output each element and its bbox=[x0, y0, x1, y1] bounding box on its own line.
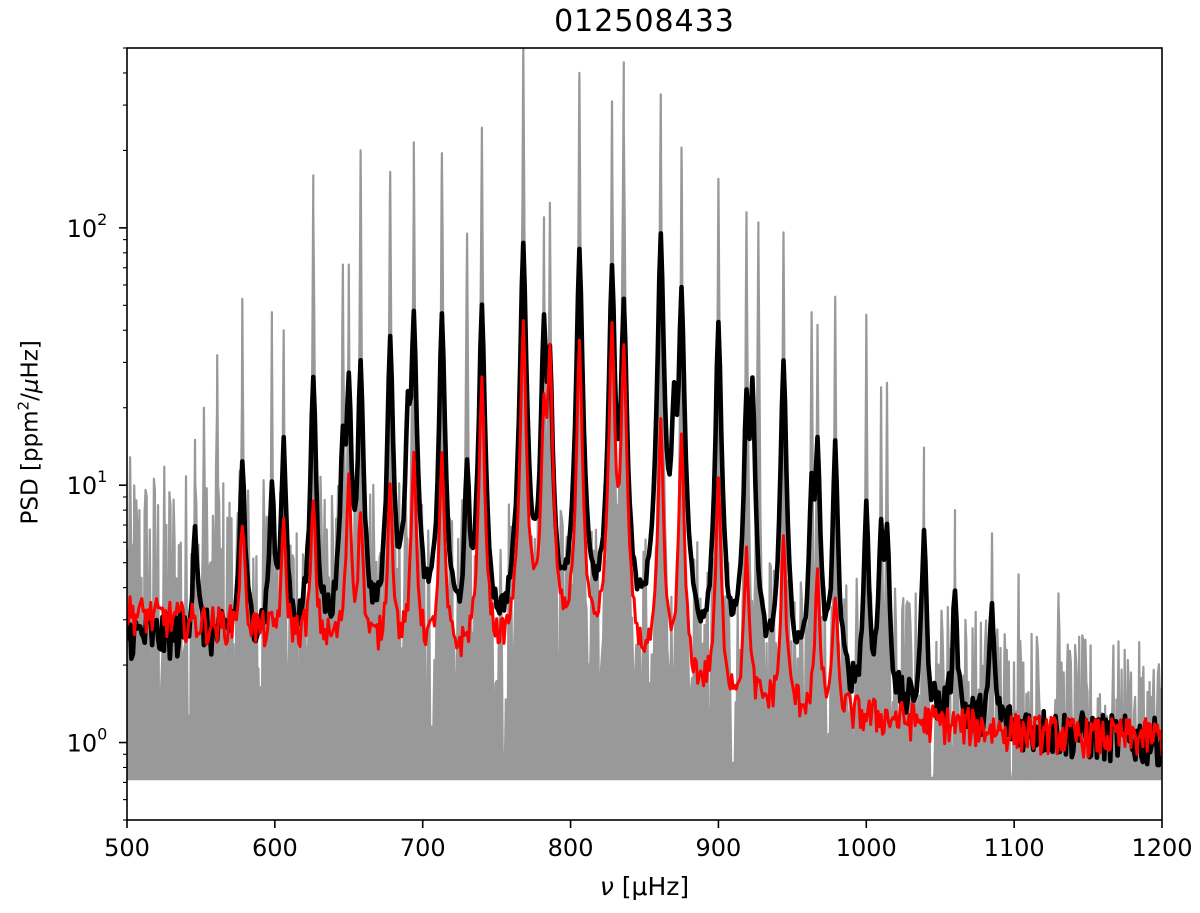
x-axis-label: ν [μHz] bbox=[127, 872, 1162, 901]
y-axis-label-part3: Hz] bbox=[17, 340, 44, 379]
x-tick-label-0: 500 bbox=[104, 834, 150, 862]
y-axis-label-part1: PSD [ppm bbox=[17, 410, 44, 525]
x-tick-label-1: 600 bbox=[252, 834, 298, 862]
y-axis-label: PSD [ppm2/μHz] bbox=[15, 242, 44, 622]
y-axis-label-exponent: 2 bbox=[14, 400, 33, 411]
y-axis-label-part2: / bbox=[17, 393, 44, 401]
x-tick-label-3: 800 bbox=[548, 834, 594, 862]
x-tick-label-2: 700 bbox=[400, 834, 446, 862]
y-axis-label-mu: μ bbox=[17, 378, 44, 394]
x-tick-label-7: 1200 bbox=[1131, 834, 1192, 862]
y-tick-label-2: 102 bbox=[67, 210, 108, 243]
x-tick-label-6: 1100 bbox=[984, 834, 1045, 862]
x-axis-symbol: ν bbox=[599, 872, 614, 901]
plot-frame bbox=[126, 47, 1163, 821]
y-tick-label-1: 101 bbox=[67, 467, 108, 500]
chart-title: 012508433 bbox=[554, 4, 735, 39]
x-axis-unit: [μHz] bbox=[621, 872, 690, 901]
x-tick-label-4: 900 bbox=[696, 834, 742, 862]
series-smoothed-red bbox=[127, 319, 1162, 759]
series-raw-spectrum bbox=[127, 48, 1162, 781]
series-smoothed-black bbox=[127, 231, 1162, 768]
y-tick-label-0: 100 bbox=[67, 725, 108, 758]
x-tick-label-5: 1000 bbox=[836, 834, 897, 862]
